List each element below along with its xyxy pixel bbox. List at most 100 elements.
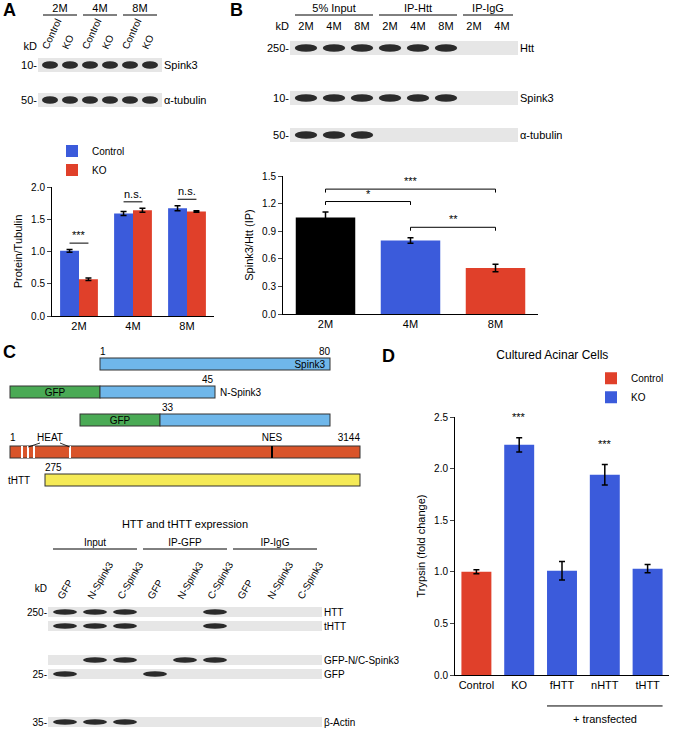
svg-text:250-: 250-: [27, 607, 47, 618]
svg-text:5% Input: 5% Input: [312, 2, 355, 14]
svg-text:***: ***: [598, 438, 612, 450]
svg-text:Control: Control: [631, 373, 663, 384]
svg-text:kD: kD: [24, 40, 38, 52]
svg-text:2M: 2M: [298, 20, 313, 32]
svg-text:Input: Input: [84, 537, 106, 548]
svg-text:C-Spink3: C-Spink3: [205, 560, 235, 601]
svg-text:GFP: GFP: [110, 415, 131, 426]
svg-text:Trypsin (fold change): Trypsin (fold change): [415, 495, 427, 598]
svg-text:N-Spink3: N-Spink3: [85, 560, 115, 601]
svg-text:8M: 8M: [488, 318, 503, 330]
svg-text:50-: 50-: [21, 94, 37, 106]
svg-text:B: B: [230, 0, 243, 20]
svg-text:N-Spink3: N-Spink3: [220, 387, 262, 398]
svg-text:A: A: [3, 0, 16, 20]
svg-text:KO: KO: [60, 33, 76, 51]
svg-text:α-tubulin: α-tubulin: [520, 129, 562, 141]
svg-text:Spink3: Spink3: [520, 92, 554, 104]
svg-text:GFP: GFP: [55, 577, 75, 601]
svg-text:Spink3: Spink3: [294, 359, 325, 370]
svg-text:tHTT: tHTT: [8, 475, 30, 486]
svg-text:4M: 4M: [494, 20, 509, 32]
svg-text:10-: 10-: [273, 92, 289, 104]
svg-text:4M: 4M: [410, 20, 425, 32]
svg-text:250-: 250-: [267, 42, 289, 54]
svg-text:1: 1: [100, 346, 106, 357]
svg-text:IP-IgG: IP-IgG: [472, 2, 504, 14]
svg-text:GFP: GFP: [235, 577, 255, 601]
svg-text:0.0: 0.0: [434, 670, 448, 681]
svg-text:33: 33: [162, 402, 174, 413]
svg-text:4M: 4M: [326, 20, 341, 32]
svg-text:n.s.: n.s.: [178, 185, 196, 197]
svg-text:HEAT: HEAT: [37, 432, 63, 443]
svg-text:2.0: 2.0: [31, 182, 45, 193]
svg-text:2M: 2M: [466, 20, 481, 32]
svg-text:Cultured Acinar Cells: Cultured Acinar Cells: [496, 348, 608, 362]
svg-text:50-: 50-: [273, 129, 289, 141]
svg-text:10-: 10-: [21, 59, 37, 71]
svg-text:1.5: 1.5: [262, 171, 276, 182]
svg-text:2M: 2M: [382, 20, 397, 32]
svg-text:α-tubulin: α-tubulin: [164, 94, 206, 106]
svg-text:1.5: 1.5: [31, 214, 45, 225]
svg-text:C-Spink3: C-Spink3: [295, 560, 325, 601]
svg-text:4M: 4M: [92, 2, 107, 14]
svg-text:C-Spink3: C-Spink3: [115, 560, 145, 601]
svg-text:KO: KO: [92, 165, 107, 176]
svg-text:1.5: 1.5: [434, 515, 448, 526]
svg-text:2.0: 2.0: [434, 463, 448, 474]
svg-text:IP-Htt: IP-Htt: [404, 2, 432, 14]
svg-text:Htt: Htt: [520, 42, 534, 54]
svg-text:HTT: HTT: [324, 607, 343, 618]
svg-text:HTT and tHTT expression: HTT and tHTT expression: [122, 518, 248, 530]
svg-text:**: **: [449, 213, 458, 225]
svg-text:0.0: 0.0: [31, 311, 45, 322]
svg-text:***: ***: [404, 175, 418, 187]
svg-text:***: ***: [72, 229, 86, 241]
svg-text:fHTT: fHTT: [550, 679, 575, 691]
svg-text:0.0: 0.0: [262, 309, 276, 320]
svg-text:KO: KO: [100, 33, 116, 51]
svg-text:0.9: 0.9: [262, 226, 276, 237]
svg-text:8M: 8M: [354, 20, 369, 32]
svg-text:tHTT: tHTT: [635, 679, 660, 691]
svg-text:2M: 2M: [52, 2, 67, 14]
svg-text:4M: 4M: [125, 320, 140, 332]
svg-text:N-Spink3: N-Spink3: [265, 560, 295, 601]
svg-text:Control: Control: [459, 679, 494, 691]
svg-text:GFP: GFP: [145, 577, 165, 601]
svg-text:Control: Control: [92, 146, 124, 157]
svg-text:tHTT: tHTT: [324, 621, 346, 632]
svg-text:35-: 35-: [33, 717, 47, 728]
svg-text:N-Spink3: N-Spink3: [175, 560, 205, 601]
svg-text:4M: 4M: [403, 318, 418, 330]
svg-text:3144: 3144: [338, 432, 361, 443]
svg-text:KO: KO: [511, 679, 527, 691]
svg-text:0.5: 0.5: [31, 278, 45, 289]
svg-text:80: 80: [319, 346, 331, 357]
svg-text:IP-GFP: IP-GFP: [168, 537, 202, 548]
svg-text:Protein/Tubulin: Protein/Tubulin: [12, 215, 24, 289]
svg-text:1.2: 1.2: [262, 198, 276, 209]
svg-text:1: 1: [10, 432, 16, 443]
svg-text:NES: NES: [262, 432, 283, 443]
svg-text:C: C: [3, 342, 16, 362]
svg-text:25-: 25-: [33, 669, 47, 680]
svg-text:GFP: GFP: [45, 387, 66, 398]
svg-text:β-Actin: β-Actin: [324, 717, 355, 728]
svg-text:Spink3/Htt (IP): Spink3/Htt (IP): [243, 209, 255, 281]
svg-text:275: 275: [45, 462, 62, 473]
svg-text:kD: kD: [276, 20, 290, 32]
svg-text:kD: kD: [35, 583, 47, 594]
svg-text:***: ***: [512, 411, 526, 423]
svg-text:+ transfected: + transfected: [573, 713, 637, 725]
svg-text:GFP-N/C-Spink3: GFP-N/C-Spink3: [324, 655, 399, 666]
svg-text:nHTT: nHTT: [591, 679, 619, 691]
svg-text:8M: 8M: [438, 20, 453, 32]
svg-text:0.6: 0.6: [262, 253, 276, 264]
svg-text:Spink3: Spink3: [164, 59, 198, 71]
svg-text:n.s.: n.s.: [124, 188, 142, 200]
svg-text:45: 45: [202, 374, 214, 385]
svg-text:8M: 8M: [132, 2, 147, 14]
